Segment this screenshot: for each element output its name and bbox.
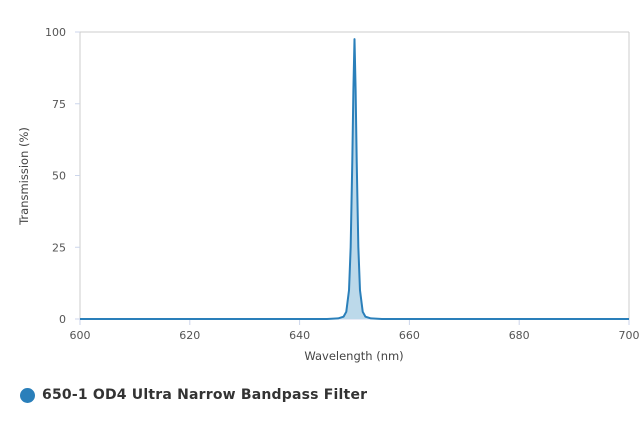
y-tick-label: 100 — [45, 26, 66, 39]
y-tick-label: 0 — [59, 313, 66, 326]
legend-item[interactable]: 650-1 OD4 Ultra Narrow Bandpass Filter — [20, 387, 367, 403]
series-area — [80, 39, 629, 320]
x-tick-label: 680 — [509, 329, 530, 342]
y-axis-label: Transmission (%) — [17, 127, 31, 226]
x-tick-label: 600 — [70, 329, 91, 342]
legend-label: 650-1 OD4 Ultra Narrow Bandpass Filter — [42, 387, 368, 403]
y-tick-label: 25 — [52, 241, 66, 254]
y-tick-label: 75 — [52, 98, 66, 111]
chart: 0 25 50 75 100 600 620 640 660 680 700 Wavelength … — [17, 26, 640, 363]
x-tick-label: 660 — [399, 329, 420, 342]
y-tick-label: 50 — [52, 170, 66, 183]
x-tick-label: 700 — [619, 329, 640, 342]
series-line — [80, 38, 629, 320]
legend-marker — [20, 387, 35, 403]
x-axis-label: Wavelength (nm) — [304, 349, 403, 363]
x-tick-label: 620 — [179, 329, 200, 342]
x-tick-label: 640 — [289, 329, 310, 342]
